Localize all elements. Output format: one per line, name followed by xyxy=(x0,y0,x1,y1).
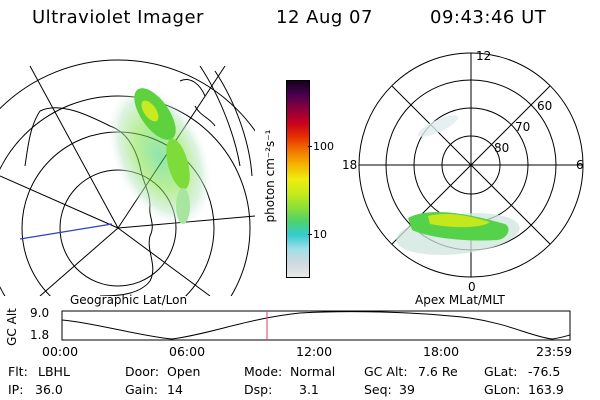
colorbar-tick-label-10: 10 xyxy=(313,228,327,241)
seq-value: 39 xyxy=(399,382,415,397)
mlt-label-12: 12 xyxy=(476,49,491,63)
geo-aurora-band xyxy=(166,138,190,190)
gcalt-value: 7.6 Re xyxy=(418,364,458,379)
gc-altitude-plot xyxy=(61,310,571,341)
geo-lat-circle xyxy=(0,59,255,132)
gcalt-label: GC Alt: xyxy=(364,364,408,379)
geo-lat-circle xyxy=(0,95,251,296)
gc-axis-label: GC Alt xyxy=(5,308,19,346)
mlt-label-18: 18 xyxy=(342,158,357,172)
colorbar-gradient xyxy=(286,80,310,278)
observation-time: 09:43:46 UT xyxy=(430,7,547,28)
gc-ytick-1.8: 1.8 xyxy=(30,328,50,342)
flt-value: LBHL xyxy=(38,364,70,379)
ip-value: 36.0 xyxy=(35,382,63,397)
geo-aurora-haze xyxy=(108,85,212,227)
gc-xtick-1800: 18:00 xyxy=(423,344,460,359)
gain-label: Gain: xyxy=(125,382,158,397)
title-bar: Ultraviolet Imager 12 Aug 07 09:43:46 UT xyxy=(0,0,600,36)
glat-value: -76.5 xyxy=(528,364,561,379)
coastline-detail xyxy=(179,79,216,127)
geo-meridian xyxy=(117,227,211,296)
geo-aurora-band xyxy=(141,100,159,122)
mode-label: Mode: xyxy=(244,364,283,379)
door-value: Open xyxy=(167,364,201,379)
mlat-label-80: 80 xyxy=(494,141,509,155)
gc-xtick-0600: 06:00 xyxy=(169,344,206,359)
geo-aurora-band xyxy=(176,188,190,224)
dsp-label: Dsp: xyxy=(244,382,273,397)
gc-plot-frame xyxy=(61,310,571,341)
mlt-label-0: 0 xyxy=(468,280,476,294)
colorbar-tick xyxy=(308,146,312,147)
intensity-colorbar: 100 10 photon cm⁻²s⁻¹ xyxy=(262,74,334,284)
instrument-title: Ultraviolet Imager xyxy=(32,7,204,28)
mlat-label-60: 60 xyxy=(537,99,552,113)
geo-meridian xyxy=(39,227,119,296)
observation-date: 12 Aug 07 xyxy=(276,7,373,28)
apex-aurora-band xyxy=(428,213,490,228)
gc-xtick-1200: 12:00 xyxy=(296,344,333,359)
instrument-status: Flt: LBHL IP: 36.0 Door: Open Gain: 14 M… xyxy=(0,362,600,400)
geo-panel-caption: Geographic Lat/Lon xyxy=(70,293,188,307)
apex-aurora-band xyxy=(417,115,459,137)
mlt-label-6: 6 xyxy=(576,158,584,172)
panel-captions: Geographic Lat/Lon Apex MLat/MLT xyxy=(60,293,580,309)
dsp-value: 3.1 xyxy=(299,382,319,397)
colorbar-tick-label-100: 100 xyxy=(313,140,334,153)
gc-altitude-panel: GC Alt 9.0 1.8 00:00 06:00 12:00 18:00 2… xyxy=(0,306,600,361)
gc-xtick-2359: 23:59 xyxy=(536,344,573,359)
glon-label: GLon: xyxy=(484,382,521,397)
geo-meridian xyxy=(0,175,119,229)
colorbar-units-label: photon cm⁻²s⁻¹ xyxy=(263,129,277,223)
gc-xtick-0000: 00:00 xyxy=(42,344,79,359)
outer-arc xyxy=(214,70,253,177)
seq-label: Seq: xyxy=(364,382,392,397)
gc-altitude-curve xyxy=(61,311,571,340)
geographic-map-panel xyxy=(0,59,255,296)
glat-label: GLat: xyxy=(484,364,518,379)
colorbar-tick xyxy=(308,234,312,235)
geo-meridian xyxy=(29,65,119,229)
gc-ytick-9: 9.0 xyxy=(30,306,50,320)
ip-label: IP: xyxy=(8,382,24,397)
apex-polar-panel: 12 18 6 0 60 70 80 xyxy=(342,49,584,294)
satellite-track-line xyxy=(19,223,113,240)
mlat-label-70: 70 xyxy=(515,120,530,134)
mode-value: Normal xyxy=(290,364,336,379)
door-label: Door: xyxy=(125,364,160,379)
glon-value: 163.9 xyxy=(528,382,564,397)
gain-value: 14 xyxy=(167,382,183,397)
apex-panel-caption: Apex MLat/MLT xyxy=(415,293,505,307)
flt-label: Flt: xyxy=(8,364,28,379)
outer-arc xyxy=(199,65,241,167)
